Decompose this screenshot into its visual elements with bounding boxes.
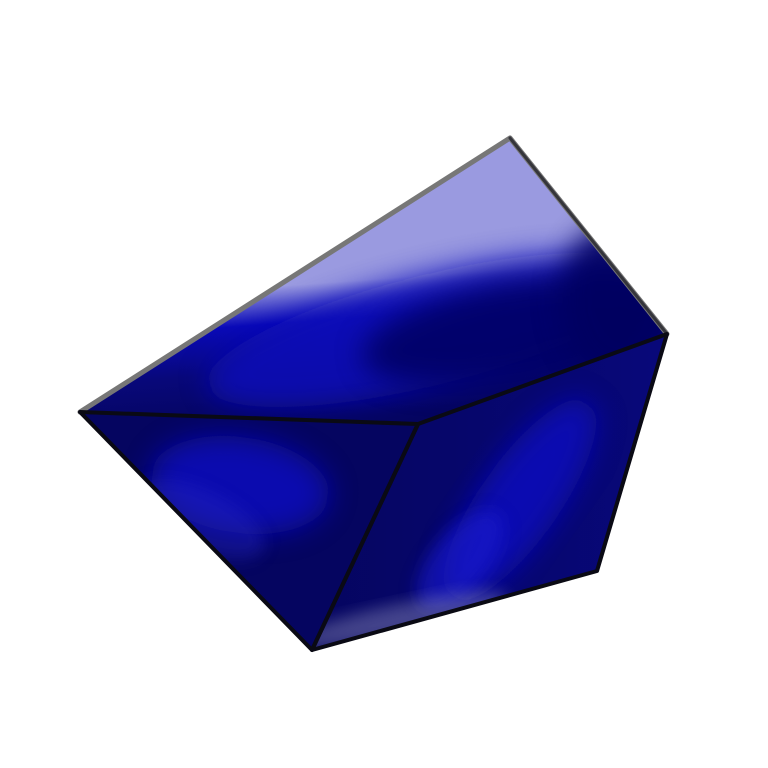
gem-right-face bbox=[312, 334, 667, 650]
gem-outline bbox=[77, 135, 670, 652]
